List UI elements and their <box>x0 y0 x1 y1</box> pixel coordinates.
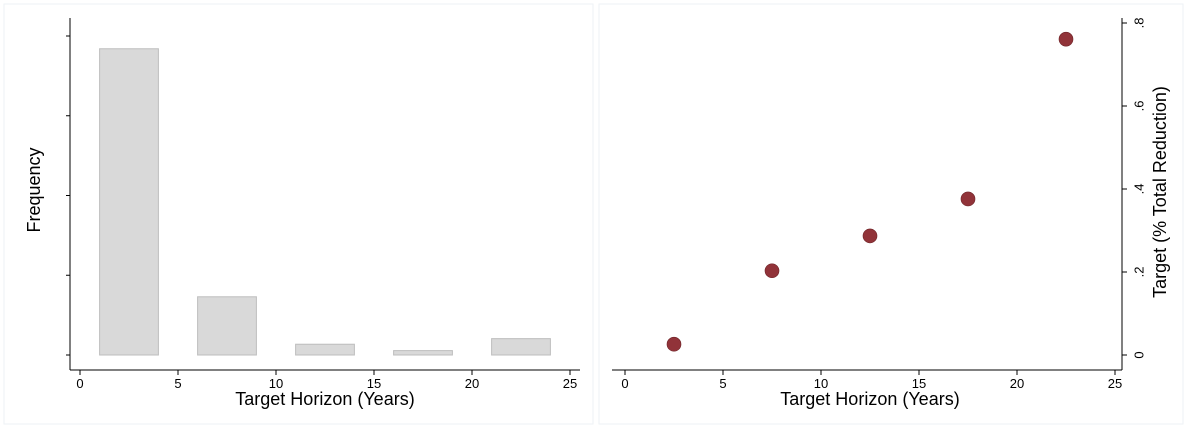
right-y-ticks: .8 .6 .4 .2 0 <box>1122 18 1146 359</box>
target-scatter-plot: .8 .6 .4 .2 0 0 5 10 15 20 25 Target Horizon (Yea… <box>612 18 1170 409</box>
left-x-tick-label-3: 15 <box>367 376 381 391</box>
right-x-tick-label-2: 10 <box>814 376 828 391</box>
right-x-ticks: 0 5 10 15 20 25 <box>621 370 1122 391</box>
histogram-bar-3 <box>295 343 355 356</box>
frequency-histogram: 0 5 10 15 20 25 Target Horizon (Years) Freque… <box>24 18 580 409</box>
histogram-bar-5 <box>491 338 551 356</box>
left-x-tick-label-2: 10 <box>269 376 283 391</box>
right-y-tick-label-2: .4 <box>1131 184 1146 195</box>
right-x-tick-label-0: 0 <box>621 376 628 391</box>
right-y-tick-label-4: 0 <box>1131 351 1146 358</box>
right-x-tick-label-4: 20 <box>1010 376 1024 391</box>
right-x-tick-label-1: 5 <box>719 376 726 391</box>
histogram-bar-1 <box>99 48 159 356</box>
histogram-bar-4 <box>393 350 453 356</box>
scatter-point-4 <box>960 191 976 207</box>
right-x-axis-label: Target Horizon (Years) <box>780 389 959 409</box>
right-y-axis-label: Target (% Total Reduction) <box>1150 86 1170 298</box>
scatter-point-5 <box>1058 31 1074 47</box>
right-y-tick-label-1: .6 <box>1131 101 1146 112</box>
histogram-bar-2 <box>197 296 257 356</box>
scatter-point-3 <box>862 228 878 244</box>
left-x-ticks: 0 5 10 15 20 25 <box>76 370 577 391</box>
left-x-tick-label-0: 0 <box>76 376 83 391</box>
left-y-axis-label: Frequency <box>24 147 44 232</box>
left-x-tick-label-4: 20 <box>465 376 479 391</box>
scatter-point-1 <box>666 336 682 352</box>
left-x-tick-label-5: 25 <box>563 376 577 391</box>
right-x-tick-label-5: 25 <box>1108 376 1122 391</box>
right-x-tick-label-3: 15 <box>912 376 926 391</box>
right-y-tick-label-0: .8 <box>1131 18 1146 29</box>
scatter-point-2 <box>764 263 780 279</box>
left-x-tick-label-1: 5 <box>174 376 181 391</box>
right-y-tick-label-3: .2 <box>1131 267 1146 278</box>
scatter-points <box>666 31 1074 352</box>
left-panel-frame <box>3 3 594 425</box>
left-y-ticks <box>66 35 70 356</box>
histogram-bars <box>99 48 551 356</box>
right-panel-frame <box>598 3 1184 425</box>
left-x-axis-label: Target Horizon (Years) <box>235 389 414 409</box>
